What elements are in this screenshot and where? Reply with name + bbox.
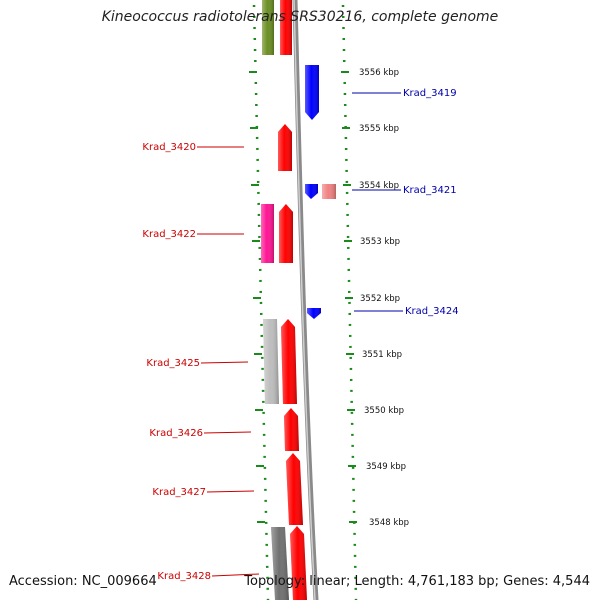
- gene-label-krad-3420[interactable]: Krad_3420: [142, 142, 196, 153]
- tick-label: 3550 kbp: [364, 406, 404, 416]
- tick-label: 3551 kbp: [362, 350, 402, 360]
- leader-line-krad-3426: [203, 431, 252, 434]
- ruler-ticks: [249, 71, 357, 523]
- tick-label: 3556 kbp: [359, 68, 399, 78]
- tick-label: 3549 kbp: [366, 462, 406, 472]
- gene-label-krad-3425[interactable]: Krad_3425: [146, 358, 200, 369]
- genome-axis: [292, 0, 319, 600]
- ruler-labels: 3556 kbp 3555 kbp 3554 kbp 3553 kbp 3552…: [359, 68, 409, 528]
- tick-label: 3552 kbp: [360, 294, 400, 304]
- leader-line-krad-3425: [200, 361, 249, 364]
- gene-labels: Krad_3419 Krad_3420 Krad_3421 Krad_3422 …: [142, 88, 458, 582]
- features: [261, 0, 336, 600]
- gene-label-krad-3424[interactable]: Krad_3424: [405, 306, 459, 317]
- genome-title: Kineococcus radiotolerans SRS30216, comp…: [101, 9, 499, 25]
- leader-line-krad-3428: [211, 573, 260, 577]
- gene-label-krad-3428[interactable]: Krad_3428: [157, 571, 211, 582]
- tick-label: 3555 kbp: [359, 124, 399, 134]
- gene-label-krad-3421[interactable]: Krad_3421: [403, 185, 457, 196]
- leader-line-krad-3427: [206, 490, 255, 493]
- leader-lines: [197, 92, 403, 577]
- strand-boundaries: [252, 4, 358, 600]
- tick-label: 3553 kbp: [360, 237, 400, 247]
- tick-label: 3548 kbp: [369, 518, 409, 528]
- gene-label-krad-3422[interactable]: Krad_3422: [142, 229, 196, 240]
- accession-text: Accession: NC_009664: [9, 574, 157, 589]
- gene-label-krad-3426[interactable]: Krad_3426: [149, 428, 203, 439]
- right-boundary-dotted-line: [341, 4, 358, 600]
- gene-label-krad-3419[interactable]: Krad_3419: [403, 88, 457, 99]
- topology-text: Topology: linear; Length: 4,761,183 bp; …: [244, 574, 590, 589]
- gene-label-krad-3427[interactable]: Krad_3427: [152, 487, 206, 498]
- left-boundary-dotted-line: [252, 4, 270, 600]
- tick-label: 3554 kbp: [359, 181, 399, 191]
